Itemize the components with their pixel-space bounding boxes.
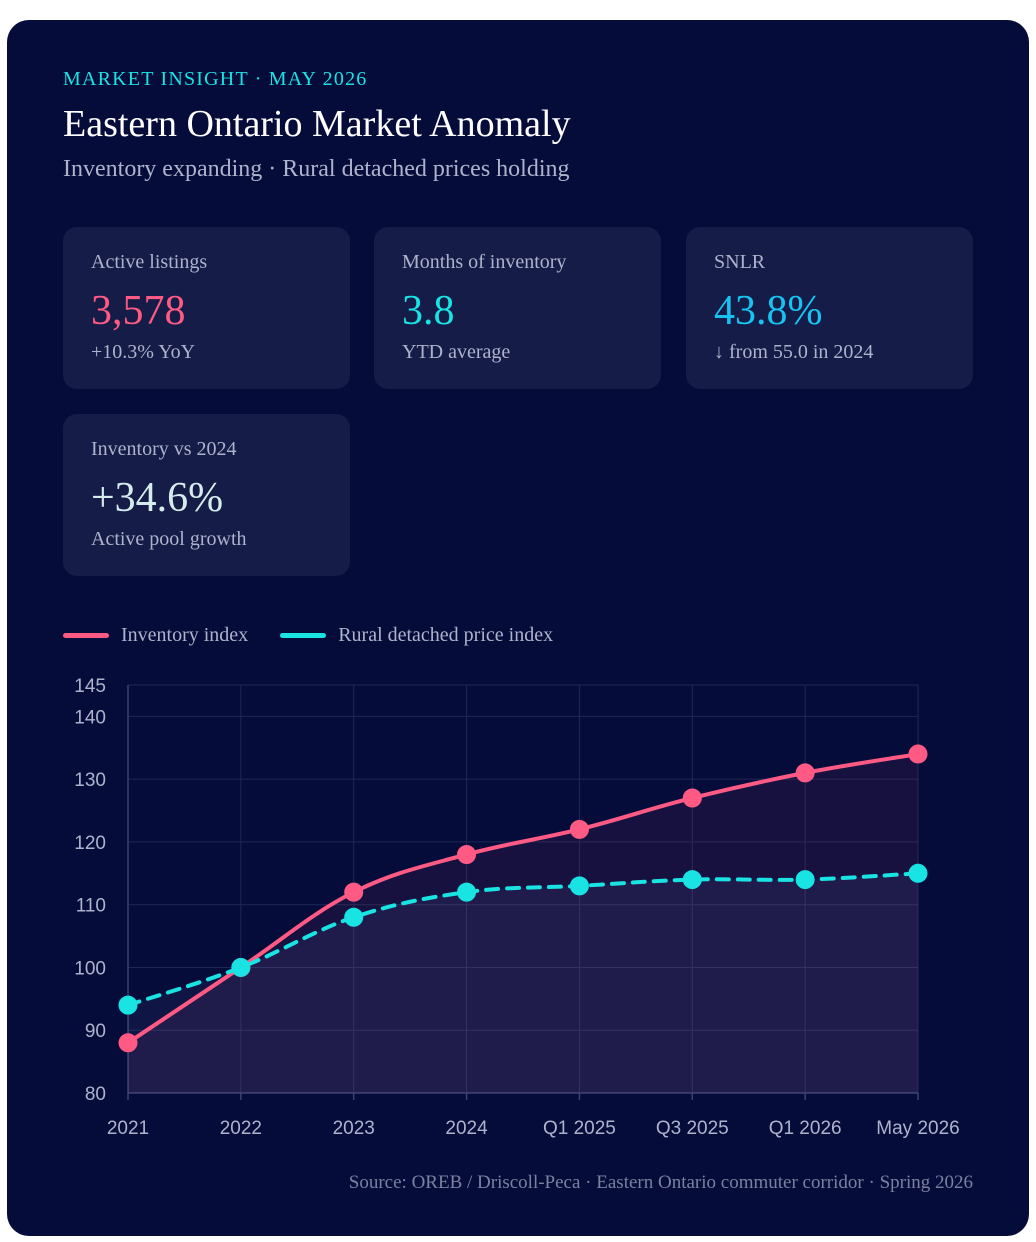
series-point-1 [569,876,589,896]
series-point-0 [344,882,364,902]
insight-card: MARKET INSIGHT · MAY 2026 Eastern Ontari… [7,20,1029,1236]
y-tick-label: 80 [85,1084,106,1105]
series-point-0 [457,844,477,864]
chart-legend: Inventory index Rural detached price ind… [63,624,585,647]
x-tick-label: Q1 2026 [769,1118,842,1139]
series-point-0 [682,788,702,808]
y-tick-label: 90 [85,1021,106,1042]
y-tick-label: 140 [74,707,106,728]
page-subtitle: Inventory expanding · Rural detached pri… [63,156,570,182]
y-tick-label: 145 [74,676,106,697]
series-line-1 [126,871,920,1008]
kpi-value: 3,578 [91,288,186,334]
kpi-note: YTD average [402,341,511,363]
x-tick-label: 2022 [220,1118,262,1139]
kpi-snlr: SNLR 43.8% ↓ from 55.0 in 2024 [686,227,973,389]
series-point-1 [344,907,364,927]
series-point-1 [457,882,477,902]
legend-swatch-price [280,633,327,638]
legend-label: Rural detached price index [338,624,554,646]
x-tick-label: Q1 2025 [543,1118,616,1139]
x-tick-label: May 2026 [876,1118,959,1139]
y-tick-label: 130 [74,770,106,791]
kpi-value: 43.8% [714,288,823,334]
series-point-1 [118,995,138,1015]
kpi-note: ↓ from 55.0 in 2024 [714,341,874,363]
kpi-value: +34.6% [91,475,224,521]
y-tick-label: 110 [76,896,106,917]
kpi-active-listings: Active listings 3,578 +10.3% YoY [63,227,350,389]
x-tick-label: 2021 [107,1118,149,1139]
series-point-0 [118,1033,138,1053]
kpi-value: 3.8 [402,288,455,334]
series-point-0 [569,819,589,839]
kpi-note: Active pool growth [91,528,247,550]
series-point-1 [908,863,928,883]
legend-label: Inventory index [121,624,249,646]
series-area-1 [128,873,918,1093]
kpi-months-of-inventory: Months of inventory 3.8 YTD average [374,227,661,389]
x-tick-label: 2024 [445,1118,488,1139]
kpi-label: Inventory vs 2024 [91,438,237,460]
kpi-note: +10.3% YoY [91,341,196,363]
kpi-label: Months of inventory [402,251,567,273]
y-tick-label: 100 [74,958,106,979]
series-point-1 [795,870,815,890]
kpi-label: SNLR [714,251,766,273]
x-tick-label: 2023 [333,1118,375,1139]
source-note: Source: OREB / Driscoll-Peca · Eastern O… [348,1172,973,1193]
kpi-label: Active listings [91,251,208,273]
y-tick-label: 120 [74,833,106,854]
kpi-inventory-vs-2024: Inventory vs 2024 +34.6% Active pool gro… [63,414,350,576]
series-area-0 [128,754,918,1093]
line-chart: 80 90 100 110 120 130 140 145 2021 2022 2023 2024 Q1… [74,676,959,1139]
eyebrow: MARKET INSIGHT · MAY 2026 [63,68,368,90]
legend-item-inventory: Inventory index [63,624,248,647]
series-point-0 [795,763,815,783]
series-point-1 [231,957,251,977]
series-point-0 [908,744,928,764]
page-title: Eastern Ontario Market Anomaly [63,103,571,145]
x-tick-label: Q3 2025 [656,1118,729,1139]
legend-swatch-inventory [63,633,109,638]
series-point-1 [682,870,702,890]
legend-item-price: Rural detached price index [280,624,553,647]
